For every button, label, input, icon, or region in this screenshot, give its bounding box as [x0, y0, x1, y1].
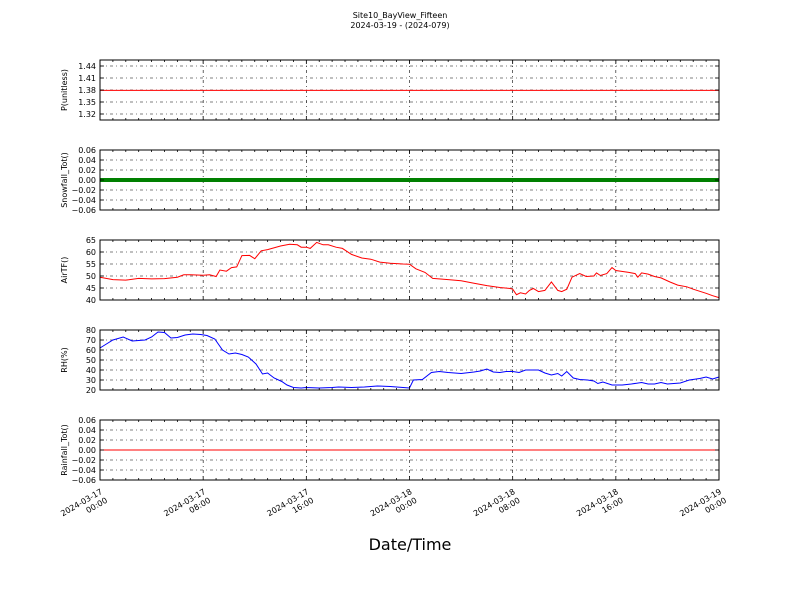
series-line — [99, 331, 720, 389]
x-tick-label: 2024-03-1816:00 — [575, 487, 625, 527]
y-tick-label: 1.32 — [78, 110, 96, 119]
y-axis-label: Snowfall_Tot() — [60, 152, 69, 208]
y-tick-label: 1.35 — [78, 98, 96, 107]
panel-5: −0.06−0.04−0.020.000.020.040.06 Rainfall_… — [60, 416, 720, 485]
y-axis-label: P(unitless) — [60, 69, 69, 111]
chart-title: Site10_BayView_Fifteen — [352, 11, 448, 20]
x-axis-label: Date/Time — [369, 535, 452, 554]
y-tick-label: 55 — [86, 260, 96, 269]
y-tick-label: −0.02 — [71, 456, 96, 465]
panel-frame — [99, 419, 720, 481]
y-axis-label: RH(%) — [60, 347, 69, 372]
y-tick-label: 1.38 — [78, 86, 96, 95]
y-tick-label: 65 — [86, 236, 96, 245]
y-tick-label: −0.06 — [71, 476, 96, 485]
panel-frame — [99, 239, 720, 301]
y-tick-label: −0.04 — [71, 196, 96, 205]
chart-subtitle: 2024-03-19 - (2024-079) — [350, 21, 450, 30]
panel-frame — [99, 329, 720, 391]
panel-frame — [99, 59, 720, 121]
y-tick-label: 50 — [86, 356, 96, 365]
y-tick-label: 0.06 — [78, 146, 96, 155]
y-tick-label: 80 — [86, 326, 96, 335]
y-tick-label: 20 — [86, 386, 96, 395]
y-tick-label: 40 — [86, 366, 96, 375]
panel-3: 40 45 50 55 60 65 AirTF() — [60, 236, 720, 305]
y-tick-label: 70 — [86, 336, 96, 345]
y-tick-label: −0.04 — [71, 466, 96, 475]
y-tick-label: 0.00 — [78, 446, 96, 455]
x-tick-label: 2024-03-1900:00 — [678, 487, 728, 527]
y-tick-label: −0.06 — [71, 206, 96, 215]
panel-1: 1.32 1.35 1.38 1.41 1.44 P(unitless) — [60, 59, 720, 121]
y-tick-label: 0.00 — [78, 176, 96, 185]
y-tick-label: 40 — [86, 296, 96, 305]
x-tick-label: 2024-03-1700:00 — [59, 487, 109, 527]
y-axis-label: Rainfall_Tot() — [60, 424, 69, 476]
y-tick-label: 0.02 — [78, 436, 96, 445]
x-axis: 2024-03-1700:00 2024-03-1708:00 2024-03-17… — [59, 487, 728, 527]
x-tick-label: 2024-03-1808:00 — [472, 487, 522, 527]
y-tick-label: 1.41 — [78, 74, 96, 83]
y-tick-label: 1.44 — [78, 62, 96, 71]
y-tick-label: 60 — [86, 248, 96, 257]
y-tick-label: 50 — [86, 272, 96, 281]
panel-2: −0.06−0.04−0.020.000.020.040.06 Snowfall_… — [60, 146, 720, 215]
y-tick-label: 0.02 — [78, 166, 96, 175]
x-tick-label: 2024-03-1716:00 — [266, 487, 316, 527]
y-tick-label: 0.06 — [78, 416, 96, 425]
y-tick-label: 60 — [86, 346, 96, 355]
y-tick-label: 0.04 — [78, 156, 96, 165]
series-line — [99, 241, 720, 299]
y-axis-label: AirTF() — [60, 257, 69, 284]
y-tick-label: 0.04 — [78, 426, 96, 435]
y-tick-label: −0.02 — [71, 186, 96, 195]
x-tick-label: 2024-03-1708:00 — [162, 487, 212, 527]
y-tick-label: 45 — [86, 284, 96, 293]
y-tick-label: 30 — [86, 376, 96, 385]
panel-frame — [99, 149, 720, 211]
x-tick-label: 2024-03-1800:00 — [369, 487, 419, 527]
